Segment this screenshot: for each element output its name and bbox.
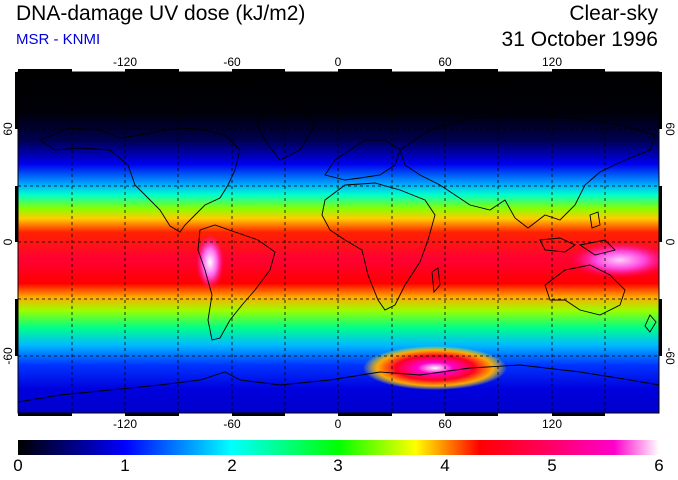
- lon-label-top: 60: [438, 55, 452, 69]
- lon-label-bottom: -120: [113, 417, 137, 431]
- lon-label-top: 0: [335, 55, 342, 69]
- lon-label-bottom: 60: [438, 417, 452, 431]
- condition-label: Clear-sky: [569, 2, 658, 25]
- uv-field: [18, 72, 659, 413]
- lon-label-top: 120: [542, 55, 562, 69]
- lat-label-left: -60: [1, 347, 15, 365]
- colorbar-label: 5: [547, 456, 557, 475]
- colorbar: [18, 440, 659, 455]
- pacific-hotspot: [570, 242, 659, 278]
- frame-ticks: [15, 69, 662, 416]
- colorbar-label: 1: [120, 456, 130, 475]
- colorbar-label: 2: [227, 456, 237, 475]
- lat-label-left: 0: [1, 238, 15, 245]
- lon-label-bottom: 120: [542, 417, 562, 431]
- colorbar-label: 6: [654, 456, 664, 475]
- lon-label-bottom: -60: [223, 417, 241, 431]
- lat-label-right: 0: [663, 239, 677, 246]
- map-title: DNA-damage UV dose (kJ/m2): [16, 2, 306, 25]
- lon-label-bottom: 0: [335, 417, 342, 431]
- date-label: 31 October 1996: [501, 28, 658, 51]
- lat-label-right: -60: [663, 347, 677, 365]
- source-label: MSR - KNMI: [16, 31, 101, 48]
- coastlines: [17, 109, 660, 403]
- lat-label-left: 60: [1, 122, 15, 136]
- ozone-hole-hotspot: [363, 346, 507, 390]
- colorbar-label: 4: [440, 456, 450, 475]
- lon-label-top: -60: [223, 55, 241, 69]
- colorbar-label: 3: [333, 456, 343, 475]
- lat-label-right: 60: [663, 122, 677, 136]
- graticule: [18, 72, 659, 413]
- colorbar-label: 0: [13, 456, 23, 475]
- andes-hotspot: [196, 234, 224, 290]
- lon-label-top: -120: [113, 55, 137, 69]
